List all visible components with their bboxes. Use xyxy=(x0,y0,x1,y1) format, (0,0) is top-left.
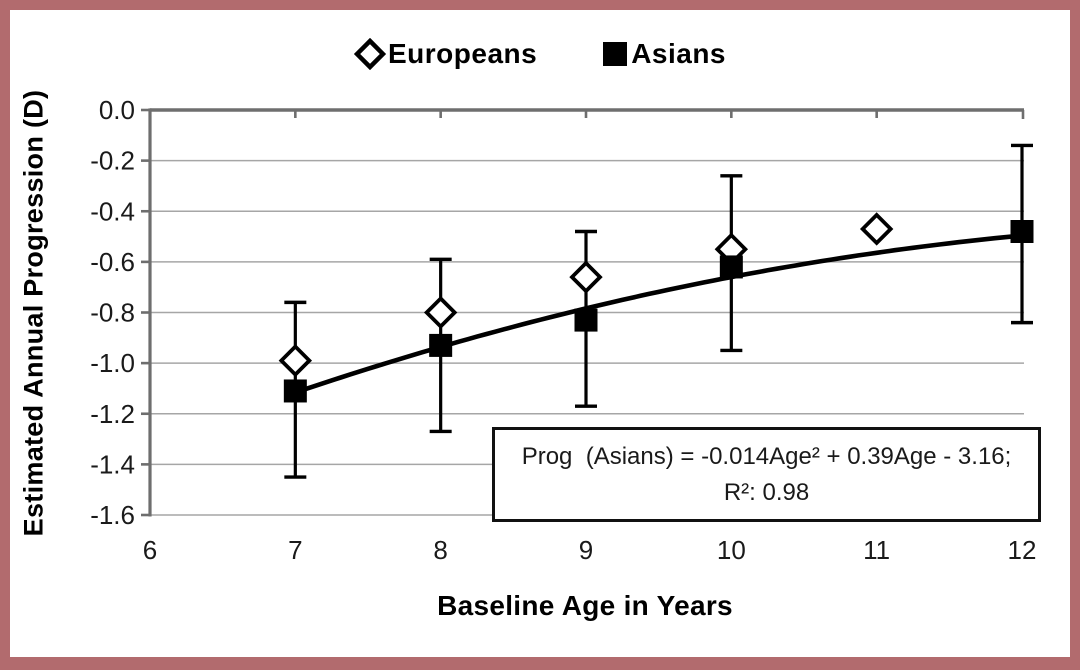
svg-text:-0.6: -0.6 xyxy=(90,247,135,277)
series-asians xyxy=(283,220,1034,403)
svg-text:8: 8 xyxy=(433,535,447,565)
svg-text:0.0: 0.0 xyxy=(99,95,135,125)
equation-annotation: Prog (Asians) = -0.014Age² + 0.39Age - 3… xyxy=(492,427,1041,522)
svg-text:-1.4: -1.4 xyxy=(90,449,135,479)
x-axis-title: Baseline Age in Years xyxy=(437,590,733,621)
svg-text:11: 11 xyxy=(863,535,890,565)
svg-text:-1.0: -1.0 xyxy=(90,348,135,378)
legend-item-asians: Asians xyxy=(601,38,726,70)
svg-text:10: 10 xyxy=(717,535,746,565)
legend-item-europeans: Europeans xyxy=(353,38,538,70)
y-axis-title: Estimated Annual Progression (D) xyxy=(18,89,49,537)
filled-square-icon xyxy=(603,42,628,66)
equation-line1: Prog (Asians) = -0.014Age² + 0.39Age - 3… xyxy=(521,442,1012,470)
svg-text:-0.8: -0.8 xyxy=(90,298,135,328)
plot-svg: 0.0 -0.2 -0.4 -0.6 -0.8 -1.0 -1.2 -1.4 -1.6 6 7 8 9 1… xyxy=(90,95,1037,565)
y-tick-labels: 0.0 -0.2 -0.4 -0.6 -0.8 -1.0 -1.2 -1.4 -1.6 xyxy=(90,95,135,530)
legend-label-asians: Asians xyxy=(631,38,727,69)
x-tick-labels: 6 7 8 9 10 11 12 xyxy=(143,535,1037,565)
svg-text:-0.4: -0.4 xyxy=(90,196,135,226)
svg-text:-1.2: -1.2 xyxy=(90,399,135,429)
svg-text:-1.6: -1.6 xyxy=(90,500,135,530)
svg-text:-0.2: -0.2 xyxy=(90,146,135,176)
trendline xyxy=(293,233,1025,395)
legend-label-europeans: Europeans xyxy=(387,38,538,69)
svg-text:7: 7 xyxy=(288,535,302,565)
legend: Europeans Asians xyxy=(10,34,1070,74)
svg-text:9: 9 xyxy=(579,535,593,565)
svg-text:6: 6 xyxy=(143,535,157,565)
axes xyxy=(141,108,1025,517)
equation-line2: R²: 0.98 xyxy=(723,478,810,506)
svg-text:12: 12 xyxy=(1008,535,1037,565)
open-diamond-icon xyxy=(353,38,386,70)
